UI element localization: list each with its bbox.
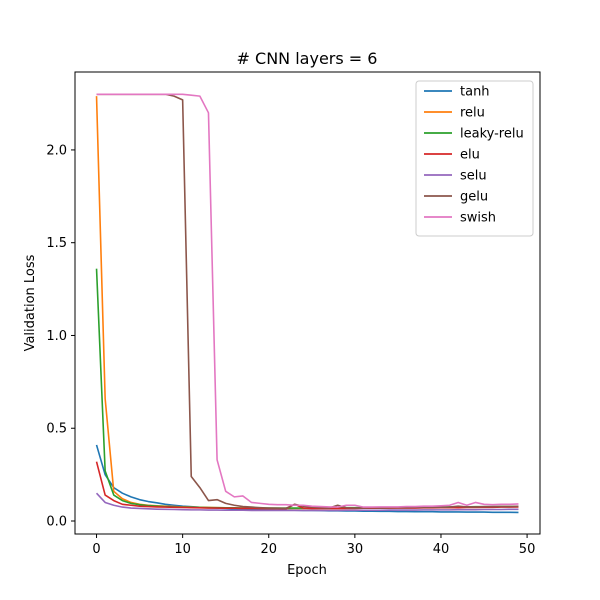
y-axis-title: Validation Loss xyxy=(23,254,38,351)
chart-title: # CNN layers = 6 xyxy=(237,49,378,68)
legend-label-swish: swish xyxy=(460,211,496,226)
x-axis: 0 10 20 30 40 50 xyxy=(92,534,535,557)
legend: tanh relu leaky-relu elu selu gelu swish xyxy=(415,80,534,237)
x-tick-label: 50 xyxy=(519,542,536,557)
legend-label-tanh: tanh xyxy=(460,85,490,100)
plot-lines xyxy=(95,93,519,514)
legend-label-leaky-relu: leaky-relu xyxy=(460,127,524,142)
legend-label-elu: elu xyxy=(460,148,480,163)
series-line-swish xyxy=(96,93,519,508)
x-tick-label: 0 xyxy=(92,542,100,557)
x-tick-label: 10 xyxy=(174,542,191,557)
legend-label-selu: selu xyxy=(460,169,487,184)
y-tick-label: 0.0 xyxy=(46,515,67,530)
series-line-selu xyxy=(95,492,519,512)
y-axis: 0.0 0.5 1.0 1.5 2.0 xyxy=(46,143,75,530)
y-tick-label: 2.0 xyxy=(46,143,67,158)
x-tick-label: 20 xyxy=(260,542,277,557)
legend-label-relu: relu xyxy=(460,106,485,121)
x-axis-title: Epoch xyxy=(287,563,327,578)
y-tick-label: 1.5 xyxy=(46,236,67,251)
legend-label-gelu: gelu xyxy=(460,190,488,205)
x-tick-label: 40 xyxy=(433,542,450,557)
plot-frame xyxy=(74,71,541,535)
y-tick-label: 0.5 xyxy=(46,422,67,437)
x-tick-label: 30 xyxy=(347,542,364,557)
legend-box xyxy=(415,80,534,237)
y-tick-label: 1.0 xyxy=(46,329,67,344)
